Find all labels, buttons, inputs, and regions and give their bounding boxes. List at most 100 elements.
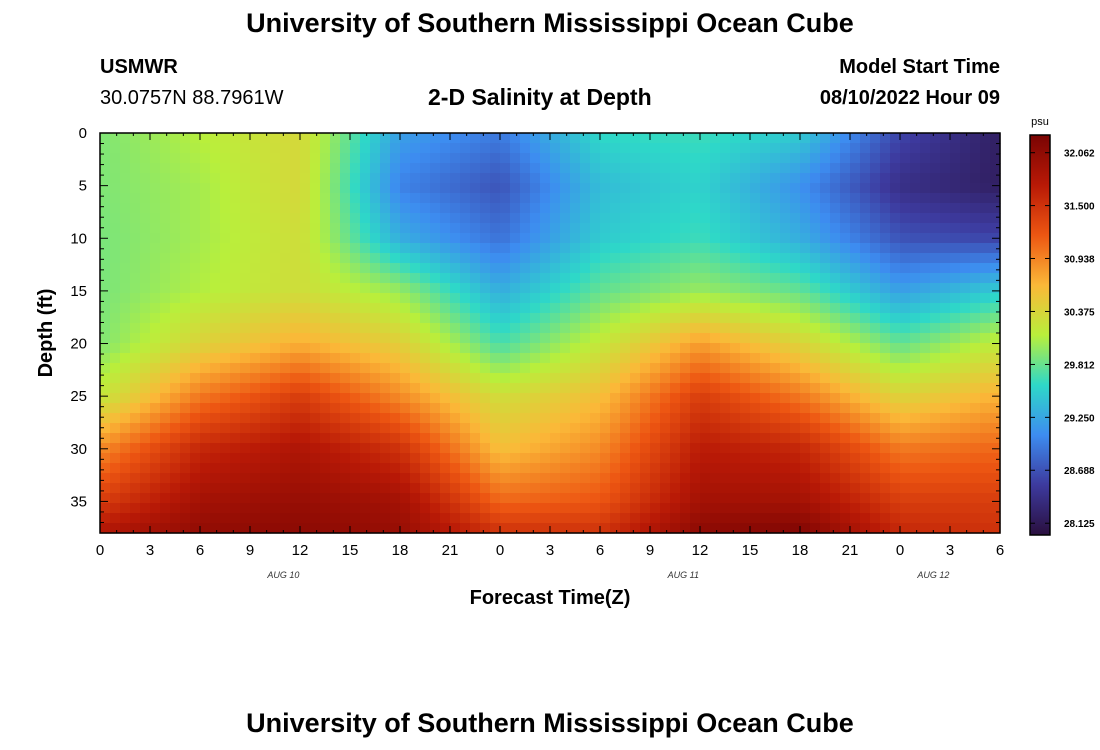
heatmap-cell	[610, 243, 621, 254]
heatmap-cell	[680, 193, 691, 204]
heatmap-cell	[580, 323, 591, 334]
heatmap-cell	[670, 293, 681, 304]
heatmap-cell	[490, 273, 501, 284]
x-tick-label: 0	[496, 542, 504, 559]
heatmap-cell	[520, 493, 531, 504]
heatmap-cell	[910, 263, 921, 274]
heatmap-cell	[120, 443, 131, 454]
heatmap-cell	[800, 483, 811, 494]
heatmap-cell	[810, 293, 821, 304]
colorbar-gradient	[1029, 134, 1051, 536]
heatmap-cell	[770, 373, 781, 384]
heatmap-cell	[970, 403, 981, 414]
heatmap-cell	[330, 363, 341, 374]
heatmap-cell	[110, 493, 121, 504]
heatmap-cell	[730, 203, 741, 214]
heatmap-cell	[770, 363, 781, 374]
heatmap-cell	[310, 133, 321, 144]
heatmap-cell	[370, 153, 381, 164]
heatmap-cell	[280, 283, 291, 294]
heatmap-cell	[260, 283, 271, 294]
heatmap-cell	[300, 503, 311, 514]
heatmap-cell	[140, 393, 151, 404]
heatmap-cell	[580, 303, 591, 314]
heatmap-cell	[380, 523, 391, 534]
heatmap-cell	[740, 293, 751, 304]
heatmap-cell	[990, 523, 1001, 534]
heatmap-cell	[580, 343, 591, 354]
heatmap-cell	[730, 363, 741, 374]
heatmap-cell	[940, 463, 951, 474]
heatmap-cell	[130, 283, 141, 294]
heatmap-cell	[640, 353, 651, 364]
heatmap-cell	[440, 393, 451, 404]
heatmap-cell	[570, 353, 581, 364]
heatmap-cell	[690, 443, 701, 454]
heatmap-cell	[720, 483, 731, 494]
heatmap-cell	[450, 263, 461, 274]
heatmap-cell	[900, 313, 911, 324]
heatmap-cell	[480, 303, 491, 314]
heatmap-cell	[180, 153, 191, 164]
heatmap-cell	[390, 453, 401, 464]
heatmap-cell	[600, 283, 611, 294]
heatmap-cell	[640, 163, 651, 174]
heatmap-cell	[500, 523, 511, 534]
heatmap-cell	[700, 143, 711, 154]
heatmap-cell	[930, 243, 941, 254]
heatmap-cell	[710, 243, 721, 254]
heatmap-cell	[650, 483, 661, 494]
heatmap-cell	[650, 463, 661, 474]
heatmap-cell	[210, 213, 221, 224]
heatmap-cell	[600, 383, 611, 394]
heatmap-cell	[610, 443, 621, 454]
heatmap-cell	[620, 263, 631, 274]
heatmap-cell	[410, 433, 421, 444]
heatmap-cell	[960, 253, 971, 264]
heatmap-cell	[110, 513, 121, 524]
heatmap-cell	[310, 353, 321, 364]
heatmap-cell	[410, 283, 421, 294]
heatmap-cell	[920, 223, 931, 234]
heatmap-cell	[250, 263, 261, 274]
heatmap-cell	[100, 313, 111, 324]
heatmap-cell	[160, 433, 171, 444]
heatmap-cell	[450, 513, 461, 524]
heatmap-cell	[850, 403, 861, 414]
heatmap-cell	[420, 133, 431, 144]
heatmap-cell	[240, 483, 251, 494]
heatmap-cell	[140, 203, 151, 214]
heatmap-cell	[580, 423, 591, 434]
heatmap-cell	[240, 163, 251, 174]
heatmap-cell	[690, 363, 701, 374]
date-label: AUG 10	[266, 570, 299, 580]
heatmap-cell	[180, 363, 191, 374]
heatmap-cell	[700, 213, 711, 224]
heatmap-cell	[230, 283, 241, 294]
heatmap-cell	[770, 243, 781, 254]
heatmap-cell	[260, 513, 271, 524]
heatmap-cell	[140, 493, 151, 504]
heatmap-cell	[610, 373, 621, 384]
heatmap-cell	[110, 333, 121, 344]
heatmap-cell	[330, 373, 341, 384]
heatmap-cell	[210, 223, 221, 234]
heatmap-cell	[310, 153, 321, 164]
heatmap-cell	[640, 293, 651, 304]
heatmap-cell	[570, 453, 581, 464]
heatmap-cell	[830, 383, 841, 394]
heatmap-cell	[840, 193, 851, 204]
heatmap-cell	[290, 443, 301, 454]
heatmap-cell	[530, 443, 541, 454]
heatmap-cell	[160, 343, 171, 354]
heatmap-cell	[900, 483, 911, 494]
heatmap-cell	[200, 173, 211, 184]
heatmap-cell	[550, 293, 561, 304]
heatmap-cell	[290, 393, 301, 404]
heatmap-cell	[410, 383, 421, 394]
heatmap-cell	[670, 473, 681, 484]
heatmap-cell	[670, 163, 681, 174]
heatmap-cell	[110, 223, 121, 234]
heatmap-cell	[620, 433, 631, 444]
heatmap-cell	[410, 363, 421, 374]
